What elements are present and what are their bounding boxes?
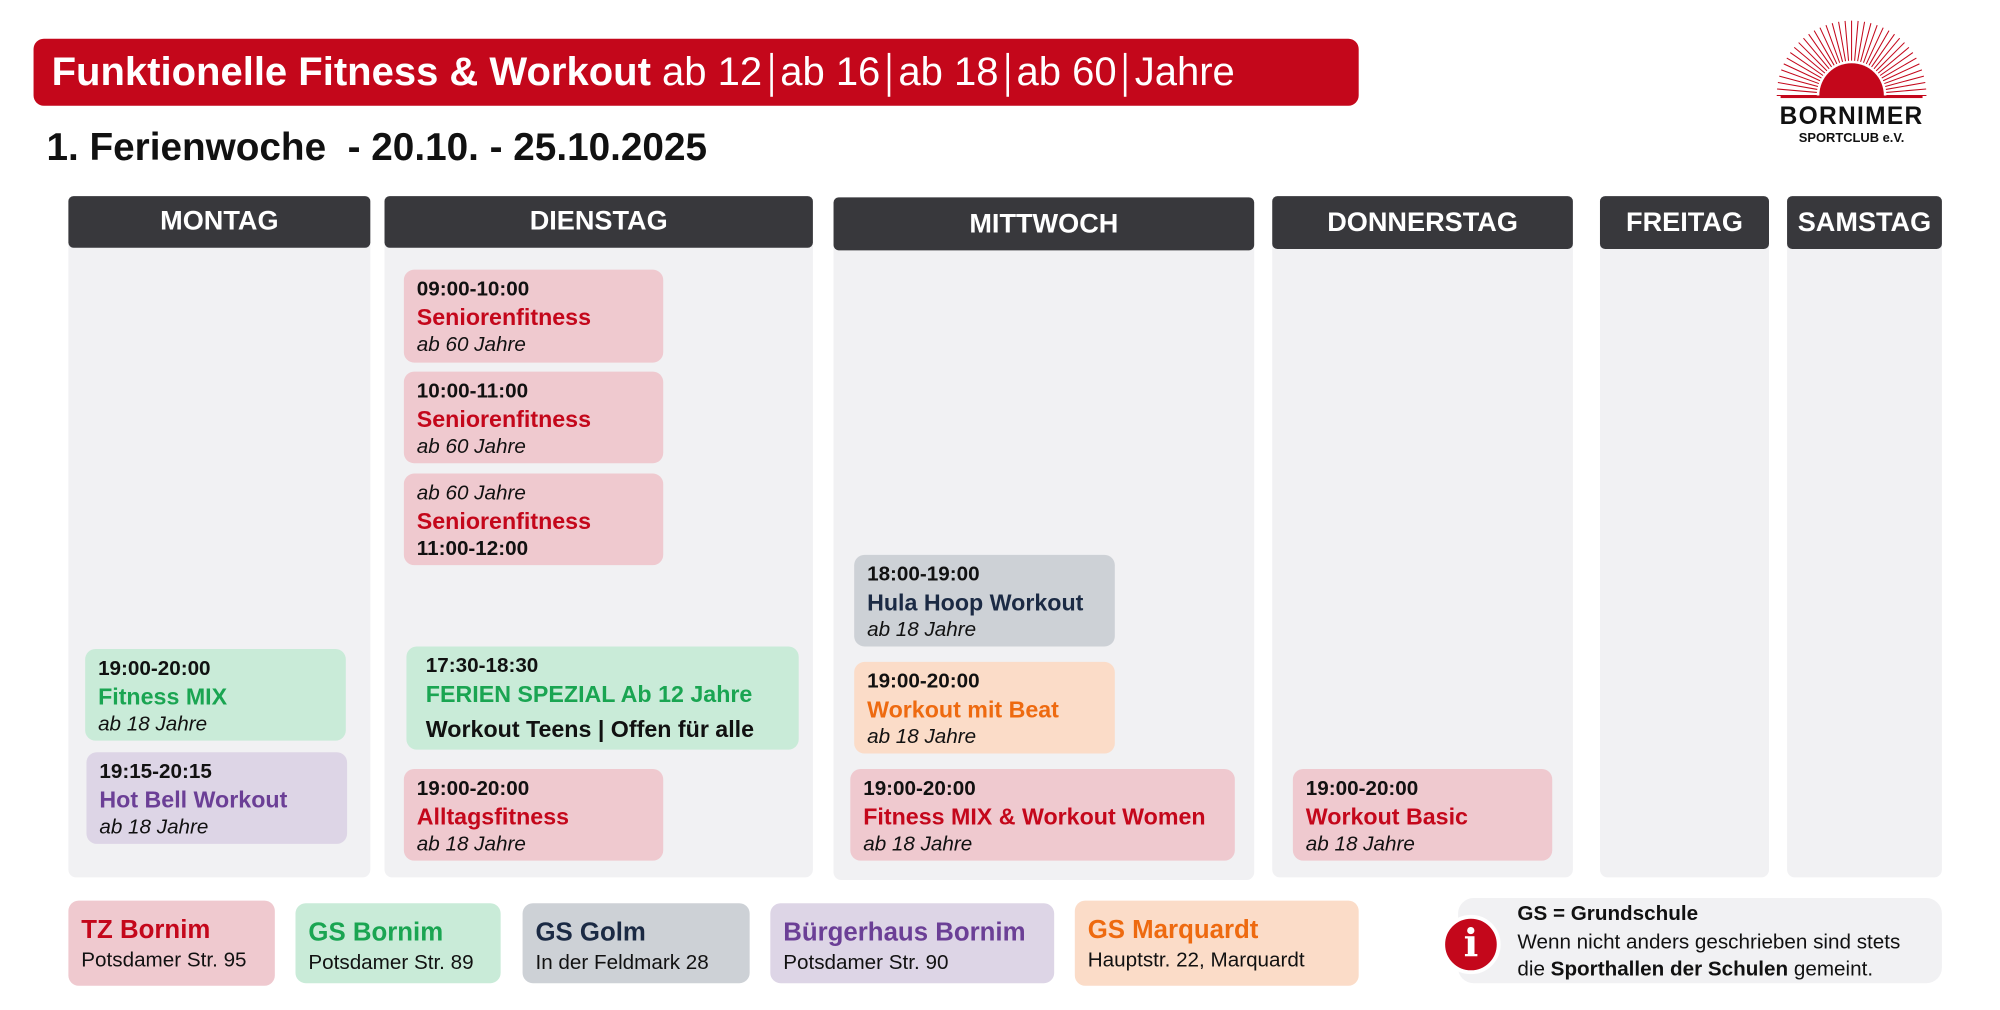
day-header-freitag: FREITAG bbox=[1599, 196, 1770, 250]
title-banner: Funktionelle Fitness & Workout ab 12 ab 1… bbox=[33, 38, 1359, 106]
event-age: ab 18 Jahre bbox=[99, 816, 209, 839]
sun-logo-icon bbox=[1776, 20, 1927, 99]
location-gs-golm: GS Golm In der Feldmark 28 bbox=[522, 903, 750, 984]
event-age: ab 60 Jahre bbox=[416, 334, 526, 357]
location-address: Hauptstr. 22, Marquardt bbox=[1087, 949, 1305, 972]
info-line: Wenn nicht anders geschrieben sind stets bbox=[1517, 930, 1901, 953]
event-time: 19:15-20:15 bbox=[99, 761, 212, 784]
age-group: Jahre bbox=[1134, 49, 1235, 95]
event-name: Hot Bell Workout bbox=[99, 787, 288, 813]
logo-name: BORNIMER bbox=[1779, 103, 1924, 131]
event-time: 10:00-11:00 bbox=[416, 380, 529, 403]
event-age: ab 60 Jahre bbox=[416, 436, 526, 459]
location-gs-marquardt: GS Marquardt Hauptstr. 22, Marquardt bbox=[1074, 900, 1359, 986]
location-address: In der Feldmark 28 bbox=[535, 952, 709, 975]
event-name: Seniorenfitness bbox=[416, 406, 592, 433]
event-card-special[interactable]: 17:30-18:30 FERIEN SPEZIAL Ab 12 Jahre Wor… bbox=[406, 646, 799, 750]
event-name: Fitness MIX bbox=[98, 683, 228, 710]
day-header-montag: MONTAG bbox=[68, 196, 371, 248]
event-time: 17:30-18:30 bbox=[425, 655, 539, 678]
info-line: die Sporthallen der Schulen gemeint. bbox=[1517, 956, 1900, 984]
location-tz-bornim: TZ Bornim Potsdamer Str. 95 bbox=[68, 900, 275, 986]
location-gs-bornim: GS Bornim Potsdamer Str. 89 bbox=[295, 903, 501, 984]
event-card[interactable]: 09:00-10:00 Seniorenfitness ab 60 Jahre bbox=[403, 269, 664, 363]
age-group: ab 60 bbox=[1016, 49, 1117, 95]
event-time: 09:00-10:00 bbox=[416, 278, 530, 301]
event-time: 19:00-20:00 bbox=[867, 670, 980, 693]
day-header-donnerstag: DONNERSTAG bbox=[1272, 196, 1573, 250]
event-time: 18:00-19:00 bbox=[867, 563, 980, 586]
event-name: Alltagsfitness bbox=[416, 803, 570, 830]
age-group: ab 12 bbox=[662, 49, 763, 95]
event-time: 19:00-20:00 bbox=[98, 658, 211, 680]
day-header-mittwoch: MITTWOCH bbox=[833, 197, 1255, 251]
event-card[interactable]: 19:00-20:00 Alltagsfitness ab 18 Jahre bbox=[403, 769, 664, 861]
info-text: GS = Grundschule Wenn nicht anders gesch… bbox=[1517, 901, 1900, 984]
event-time: 11:00-12:00 bbox=[416, 538, 529, 560]
day-header-samstag: SAMSTAG bbox=[1787, 196, 1942, 250]
column-mittwoch bbox=[833, 197, 1255, 880]
event-name: Fitness MIX & Workout Women bbox=[863, 803, 1206, 830]
column-freitag bbox=[1599, 196, 1770, 878]
age-group: ab 16 bbox=[780, 49, 881, 95]
event-name: Seniorenfitness bbox=[416, 304, 592, 331]
location-address: Potsdamer Str. 95 bbox=[81, 949, 247, 972]
page-subtitle: 1. Ferienwoche - 20.10. - 25.10.2025 bbox=[46, 126, 708, 170]
event-name: Seniorenfitness bbox=[416, 508, 592, 535]
age-group: ab 18 bbox=[898, 49, 999, 95]
info-icon: i bbox=[1441, 914, 1501, 975]
event-note: Workout Teens | Offen für alle bbox=[425, 716, 755, 742]
event-age: ab 18 Jahre bbox=[416, 833, 526, 856]
column-donnerstag bbox=[1272, 196, 1573, 878]
day-header-dienstag: DIENSTAG bbox=[384, 196, 813, 248]
location-name: GS Marquardt bbox=[1087, 916, 1259, 945]
event-time: 19:00-20:00 bbox=[416, 778, 530, 800]
info-text-post: gemeint. bbox=[1788, 958, 1874, 981]
event-name: Workout Basic bbox=[1305, 803, 1468, 830]
event-card[interactable]: 18:00-19:00 Hula Hoop Workout ab 18 Jahre bbox=[854, 554, 1115, 647]
event-card[interactable]: 19:00-20:00 Fitness MIX ab 18 Jahre bbox=[85, 649, 346, 741]
location-address: Potsdamer Str. 89 bbox=[308, 952, 474, 975]
event-card[interactable]: ab 60 Jahre Seniorenfitness 11:00-12:00 bbox=[403, 473, 664, 566]
info-box bbox=[1458, 898, 1942, 984]
location-address: Potsdamer Str. 90 bbox=[783, 952, 949, 975]
event-name: Workout mit Beat bbox=[867, 696, 1059, 723]
event-name: Hula Hoop Workout bbox=[867, 589, 1084, 616]
info-text-bold: Sporthallen der Schulen bbox=[1550, 958, 1789, 981]
logo-subtitle: SPORTCLUB e.V. bbox=[1798, 131, 1905, 146]
event-time: 19:00-20:00 bbox=[863, 778, 976, 800]
location-name: Bürgerhaus Bornim bbox=[783, 918, 1026, 948]
event-age: ab 60 Jahre bbox=[416, 482, 526, 505]
event-age: ab 18 Jahre bbox=[1305, 833, 1415, 856]
location-buergerhaus-bornim: Bürgerhaus Bornim Potsdamer Str. 90 bbox=[770, 903, 1055, 984]
event-age: ab 18 Jahre bbox=[98, 713, 208, 736]
location-name: TZ Bornim bbox=[81, 916, 211, 945]
event-card[interactable]: 19:00-20:00 Workout mit Beat ab 18 Jahre bbox=[854, 661, 1115, 754]
event-card[interactable]: 19:00-20:00 Fitness MIX & Workout Women ab… bbox=[850, 769, 1235, 861]
info-title: GS = Grundschule bbox=[1517, 903, 1699, 926]
event-card[interactable]: 19:00-20:00 Workout Basic ab 18 Jahre bbox=[1292, 769, 1553, 861]
info-text-pre: die bbox=[1517, 958, 1551, 981]
title-text: Funktionelle Fitness & Workout bbox=[51, 49, 651, 95]
event-age: ab 18 Jahre bbox=[867, 619, 977, 642]
column-samstag bbox=[1787, 196, 1942, 878]
event-age: ab 18 Jahre bbox=[863, 833, 973, 856]
event-card[interactable]: 10:00-11:00 Seniorenfitness ab 60 Jahre bbox=[403, 371, 664, 464]
location-name: GS Golm bbox=[535, 918, 646, 948]
event-age: ab 18 Jahre bbox=[867, 726, 977, 749]
event-time: 19:00-20:00 bbox=[1305, 778, 1419, 800]
location-name: GS Bornim bbox=[308, 918, 444, 948]
logo: BORNIMER SPORTCLUB e.V. bbox=[1768, 18, 1936, 153]
event-card[interactable]: 19:15-20:15 Hot Bell Workout ab 18 Jahre bbox=[86, 752, 348, 844]
event-name: FERIEN SPEZIAL Ab 12 Jahre bbox=[425, 681, 753, 708]
